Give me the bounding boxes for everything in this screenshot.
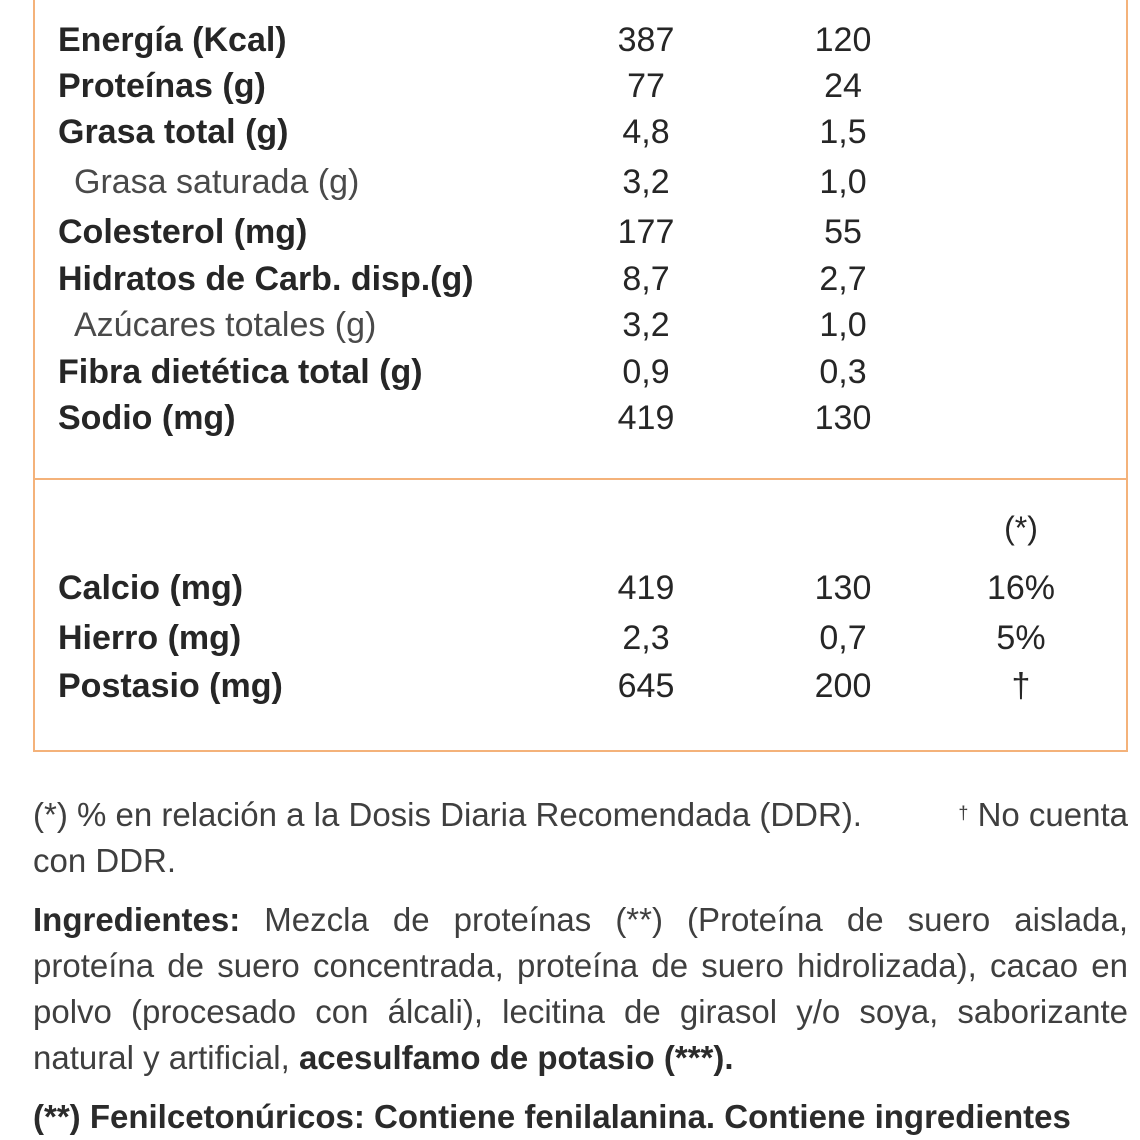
ddr-percent: 5% — [996, 619, 1046, 657]
value-per-serving: 24 — [824, 67, 862, 105]
nutrient-label: Proteínas (g) — [58, 67, 266, 105]
nutrient-row: Hidratos de Carb. disp.(g) 8,7 2,7 — [58, 257, 1098, 301]
value-per-serving: 1,0 — [819, 163, 867, 201]
value-per-serving: 200 — [814, 667, 872, 705]
pku-warning: (**) Fenilcetonúricos: Contiene fenilala… — [33, 1094, 1128, 1140]
nutrient-label: Grasa saturada (g) — [74, 163, 360, 201]
value-per-serving: 0,3 — [819, 353, 867, 391]
mineral-row: Postasio (mg) 645 200 † — [58, 664, 1098, 708]
nutrient-row: Azúcares totales (g) 3,2 1,0 — [58, 303, 1098, 347]
dagger-mark: † — [958, 803, 969, 823]
no-ddr-text: No cuenta — [977, 796, 1128, 833]
value-per-serving: 130 — [814, 399, 872, 437]
nutrient-label: Colesterol (mg) — [58, 213, 308, 251]
mineral-row: Hierro (mg) 2,3 0,7 5% — [58, 616, 1098, 660]
value-per-serving: 120 — [814, 21, 872, 59]
nutrient-row: Energía (Kcal) 387 120 — [58, 18, 1098, 62]
value-per-serving: 1,5 — [819, 113, 867, 151]
nutrient-label: Fibra dietética total (g) — [58, 353, 423, 391]
ingredients-bold-end: acesulfamo de potasio (***). — [298, 1039, 734, 1076]
value-per-serving: 55 — [824, 213, 862, 251]
value-per-100g: 419 — [617, 399, 675, 437]
ddr-column-header: (*) — [1004, 510, 1038, 546]
value-per-100g: 8,7 — [622, 260, 670, 298]
nutrient-row: Colesterol (mg) 177 55 — [58, 210, 1098, 254]
value-per-100g: 3,2 — [622, 163, 670, 201]
mineral-label: Calcio (mg) — [58, 569, 244, 607]
nutrient-row: Fibra dietética total (g) 0,9 0,3 — [58, 350, 1098, 394]
nutrient-row: Grasa total (g) 4,8 1,5 — [58, 110, 1098, 154]
value-per-100g: 645 — [617, 667, 675, 705]
nutrient-label: Grasa total (g) — [58, 113, 289, 151]
table-divider — [35, 478, 1128, 480]
value-per-100g: 387 — [617, 21, 675, 59]
pku-warning-text: (**) Fenilcetonúricos: Contiene fenilala… — [33, 1098, 1071, 1135]
nutrient-label: Azúcares totales (g) — [74, 306, 377, 344]
value-per-serving: 2,7 — [819, 260, 867, 298]
value-per-100g: 419 — [617, 569, 675, 607]
ddr-footnote: (*) % en relación a la Dosis Diaria Reco… — [33, 792, 1128, 888]
value-per-100g: 177 — [617, 213, 675, 251]
ddr-percent: † — [1011, 667, 1031, 705]
mineral-label: Hierro (mg) — [58, 619, 242, 657]
value-per-100g: 3,2 — [622, 306, 670, 344]
value-per-serving: 1,0 — [819, 306, 867, 344]
mineral-row: Calcio (mg) 419 130 16% — [58, 566, 1098, 610]
nutrient-row: Grasa saturada (g) 3,2 1,0 — [58, 160, 1098, 204]
ingredients-paragraph: Ingredientes: Mezcla de proteínas (**) (… — [33, 897, 1128, 1081]
nutrient-row: Proteínas (g) 77 24 — [58, 64, 1098, 108]
mineral-label: Postasio (mg) — [58, 667, 283, 705]
value-per-serving: 130 — [814, 569, 872, 607]
value-per-100g: 2,3 — [622, 619, 670, 657]
ingredients-label: Ingredientes: — [33, 901, 241, 938]
value-per-100g: 0,9 — [622, 353, 670, 391]
value-per-serving: 0,7 — [819, 619, 867, 657]
value-per-100g: 4,8 — [622, 113, 670, 151]
ddr-percent: 16% — [986, 569, 1056, 607]
nutrient-row: Sodio (mg) 419 130 — [58, 396, 1098, 440]
value-per-100g: 77 — [627, 67, 665, 105]
ddr-footnote-text: (*) % en relación a la Dosis Diaria Reco… — [33, 796, 862, 833]
ingredients-text: Mezcla de proteínas (**) (Proteína de su… — [33, 901, 1129, 1076]
ddr-footnote-line2: con DDR. — [33, 842, 177, 879]
nutrient-label: Sodio (mg) — [58, 399, 236, 437]
nutrient-label: Energía (Kcal) — [58, 21, 287, 59]
nutrition-table-frame — [33, 0, 1128, 752]
nutrient-label: Hidratos de Carb. disp.(g) — [58, 260, 474, 298]
ddr-footnote-no-ddr: † No cuenta — [958, 792, 1128, 838]
